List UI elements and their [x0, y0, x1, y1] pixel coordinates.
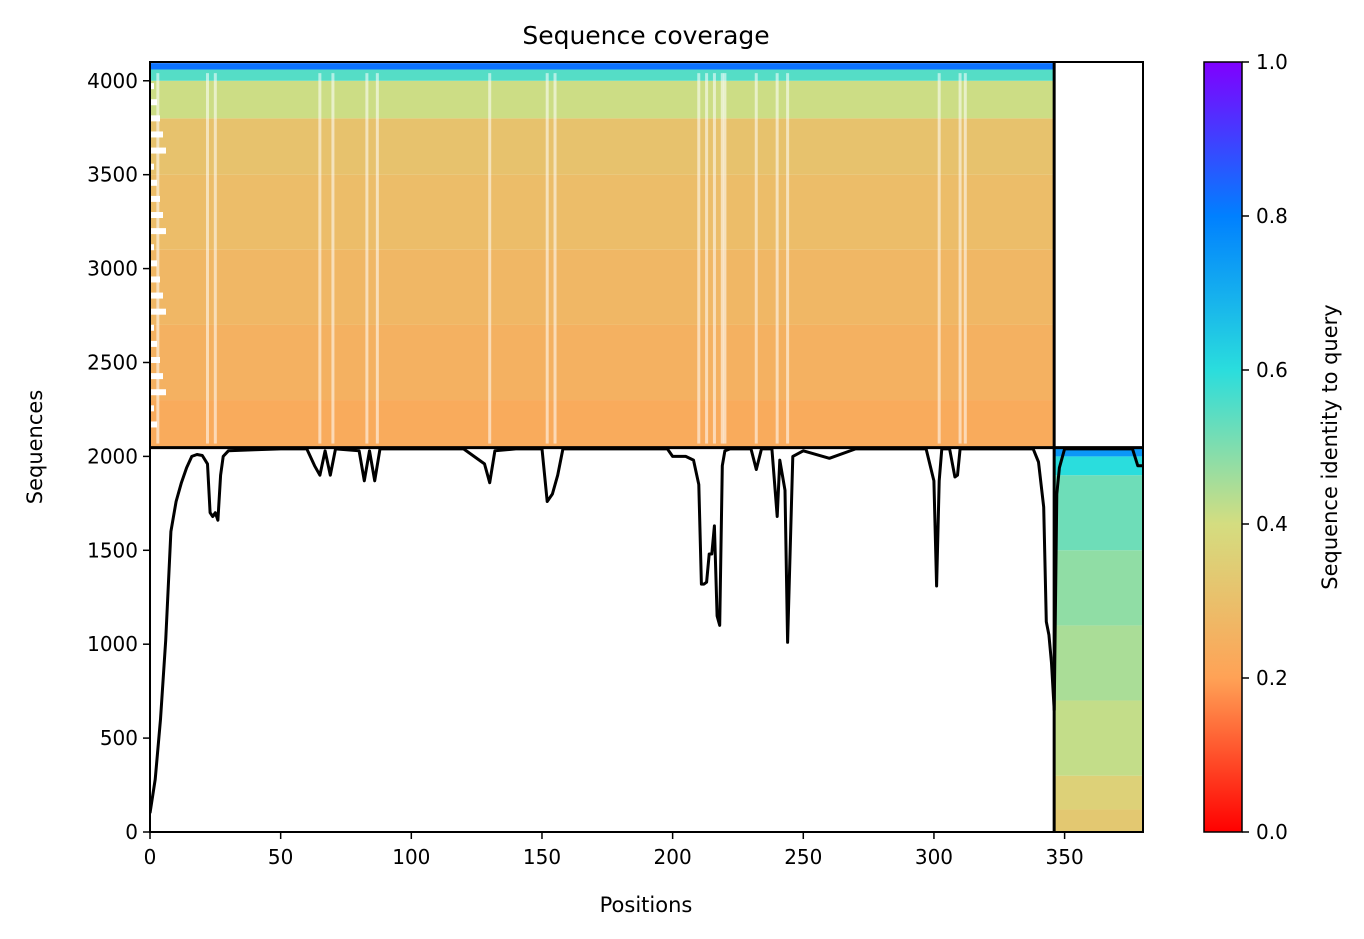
gap-column [963, 73, 967, 444]
gap-edge [150, 228, 166, 235]
colorbar-tick-label: 0.0 [1256, 820, 1288, 844]
gap-edge [150, 308, 166, 315]
gap-edge [150, 163, 154, 170]
gap-edge [150, 421, 157, 428]
identity-band [150, 174, 1055, 250]
gap-edge [150, 357, 160, 364]
coverage-line-layer [150, 447, 1143, 814]
identity-band [150, 118, 1055, 175]
identity-band [1054, 550, 1143, 626]
y-axis-label: Sequences [23, 390, 47, 505]
y-tick-label: 0 [125, 820, 138, 844]
identity-band [150, 400, 1055, 448]
identity-band [1054, 775, 1143, 810]
y-tick-label: 3500 [87, 163, 138, 187]
gap-column [720, 73, 724, 444]
colorbar-tick-label: 0.4 [1256, 512, 1288, 536]
gap-edge [150, 212, 163, 219]
x-tick-label: 300 [915, 845, 953, 869]
gap-column [697, 73, 701, 444]
gap-column [705, 73, 709, 444]
gap-edge [150, 99, 157, 106]
coverage-line [150, 447, 1143, 814]
gap-column [775, 73, 779, 444]
gap-column [723, 73, 727, 444]
identity-band [1054, 700, 1143, 776]
y-tick-label: 1500 [87, 538, 138, 562]
gap-edge [150, 373, 163, 380]
gap-column [545, 73, 549, 444]
x-tick-label: 100 [392, 845, 430, 869]
gap-edge [150, 340, 157, 347]
gap-column [365, 73, 369, 444]
gap-column [213, 73, 217, 444]
x-tick-label: 50 [268, 845, 293, 869]
gap-edge [150, 83, 154, 90]
gap-column [786, 73, 790, 444]
colorbar [1203, 61, 1243, 833]
identity-band [1054, 447, 1143, 457]
gap-edge [150, 260, 157, 267]
gap-column [712, 73, 716, 444]
gap-edge [150, 276, 160, 283]
x-axis: 0 50 100 150 200 250 300 350 [144, 832, 1084, 869]
colorbar-tick-label: 0.6 [1256, 358, 1288, 382]
x-tick-label: 350 [1046, 845, 1084, 869]
colorbar-tick-label: 0.8 [1256, 204, 1288, 228]
gap-column [488, 73, 492, 444]
y-tick-label: 3000 [87, 257, 138, 281]
colorbar-label: Sequence identity to query [1318, 304, 1342, 589]
colorbar-tick-label: 1.0 [1256, 50, 1288, 74]
gap-edge [150, 389, 166, 396]
colorbar-axis: 0.0 0.2 0.4 0.6 0.8 1.0 [1242, 50, 1288, 844]
block-boundaries [150, 62, 1143, 832]
gap-edge [150, 115, 160, 122]
gap-edge [150, 292, 163, 299]
gap-column [318, 73, 322, 444]
plot-frame [149, 61, 1144, 833]
gap-edge [150, 195, 160, 202]
identity-band [150, 69, 1055, 81]
x-axis-label: Positions [600, 893, 693, 917]
gap-column [205, 73, 209, 444]
y-tick-label: 2000 [87, 444, 138, 468]
gap-edge [150, 131, 163, 138]
y-tick-label: 500 [100, 726, 138, 750]
gap-column [156, 73, 160, 444]
chart-title: Sequence coverage [522, 21, 769, 50]
identity-band [150, 80, 1055, 119]
gap-column [331, 73, 335, 444]
y-tick-label: 4000 [87, 69, 138, 93]
x-tick-label: 150 [523, 845, 561, 869]
identity-band [1054, 456, 1143, 476]
identity-band [150, 63, 1055, 70]
gap-column [958, 73, 962, 444]
gap-edge [150, 147, 166, 154]
gap-column [553, 73, 557, 444]
y-tick-label: 1000 [87, 632, 138, 656]
x-tick-label: 250 [784, 845, 822, 869]
colorbar-tick-label: 0.2 [1256, 666, 1288, 690]
identity-band [150, 324, 1055, 401]
identity-band [150, 249, 1055, 325]
identity-band [1054, 809, 1143, 832]
gap-column [937, 73, 941, 444]
gap-edge [150, 324, 154, 331]
heatmap-area [150, 63, 1143, 832]
x-tick-label: 200 [654, 845, 692, 869]
gap-column [754, 73, 758, 444]
identity-band [1054, 475, 1143, 551]
gap-edge [150, 179, 157, 186]
x-tick-label: 0 [144, 845, 157, 869]
y-axis: 0 500 1000 1500 2000 2500 3000 3500 4000 [87, 69, 150, 844]
identity-band [1054, 625, 1143, 701]
gap-edge [150, 244, 154, 251]
gap-column [375, 73, 379, 444]
gap-edge [150, 405, 154, 412]
y-tick-label: 2500 [87, 350, 138, 374]
